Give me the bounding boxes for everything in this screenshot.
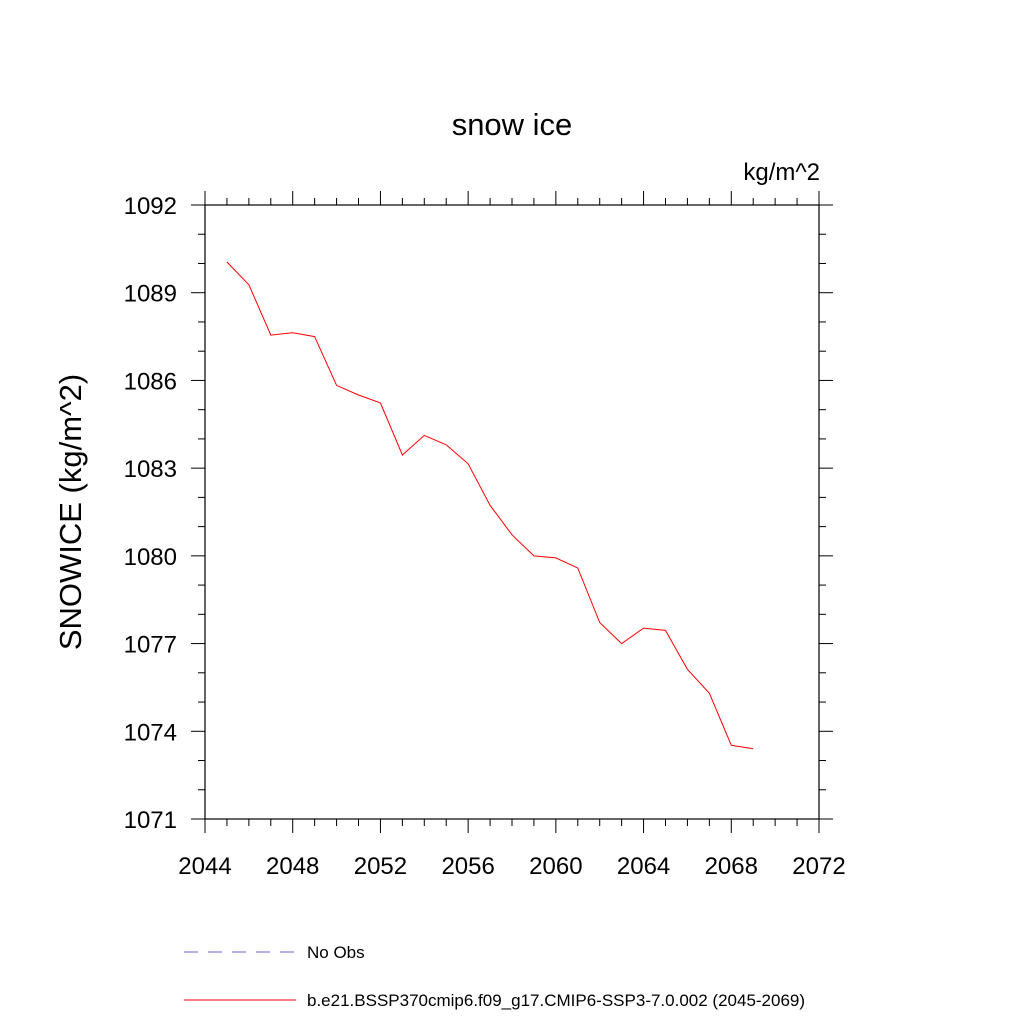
series-line: [226, 261, 754, 750]
y-tick-label: 1074: [124, 719, 177, 746]
y-tick-label: 1083: [124, 456, 177, 483]
x-tick-label: 2072: [792, 853, 845, 880]
plot-frame: [204, 204, 820, 820]
x-tick-label: 2052: [354, 853, 407, 880]
y-tick-label: 1089: [124, 281, 177, 308]
y-tick-label: 1077: [124, 632, 177, 659]
y-tick-label: 1080: [124, 544, 177, 571]
plot-area: [226, 261, 754, 750]
x-tick-label: 2056: [441, 853, 494, 880]
x-tick-label: 2060: [529, 853, 582, 880]
legend: No Obs b.e21.BSSP370cmip6.f09_g17.CMIP6-S…: [184, 943, 805, 1010]
y-axis-label: SNOWICE (kg/m^2): [53, 374, 88, 650]
y-tick-label: 1086: [124, 368, 177, 395]
x-tick-label: 2048: [266, 853, 319, 880]
y-tick-label: 1071: [124, 807, 177, 834]
x-tick-label: 2068: [705, 853, 758, 880]
chart-title: snow ice: [452, 107, 573, 142]
x-tick-label: 2064: [617, 853, 670, 880]
y-tick-label: 1092: [124, 193, 177, 220]
axes-group: 2044 2048 2052 2056 2060 2064 2068 2072 1071 1074…: [124, 191, 846, 880]
units-label: kg/m^2: [743, 159, 820, 186]
x-tick-label: 2044: [178, 853, 231, 880]
legend-label: No Obs: [307, 943, 365, 962]
legend-label: b.e21.BSSP370cmip6.f09_g17.CMIP6-SSP3-7.…: [307, 991, 805, 1010]
